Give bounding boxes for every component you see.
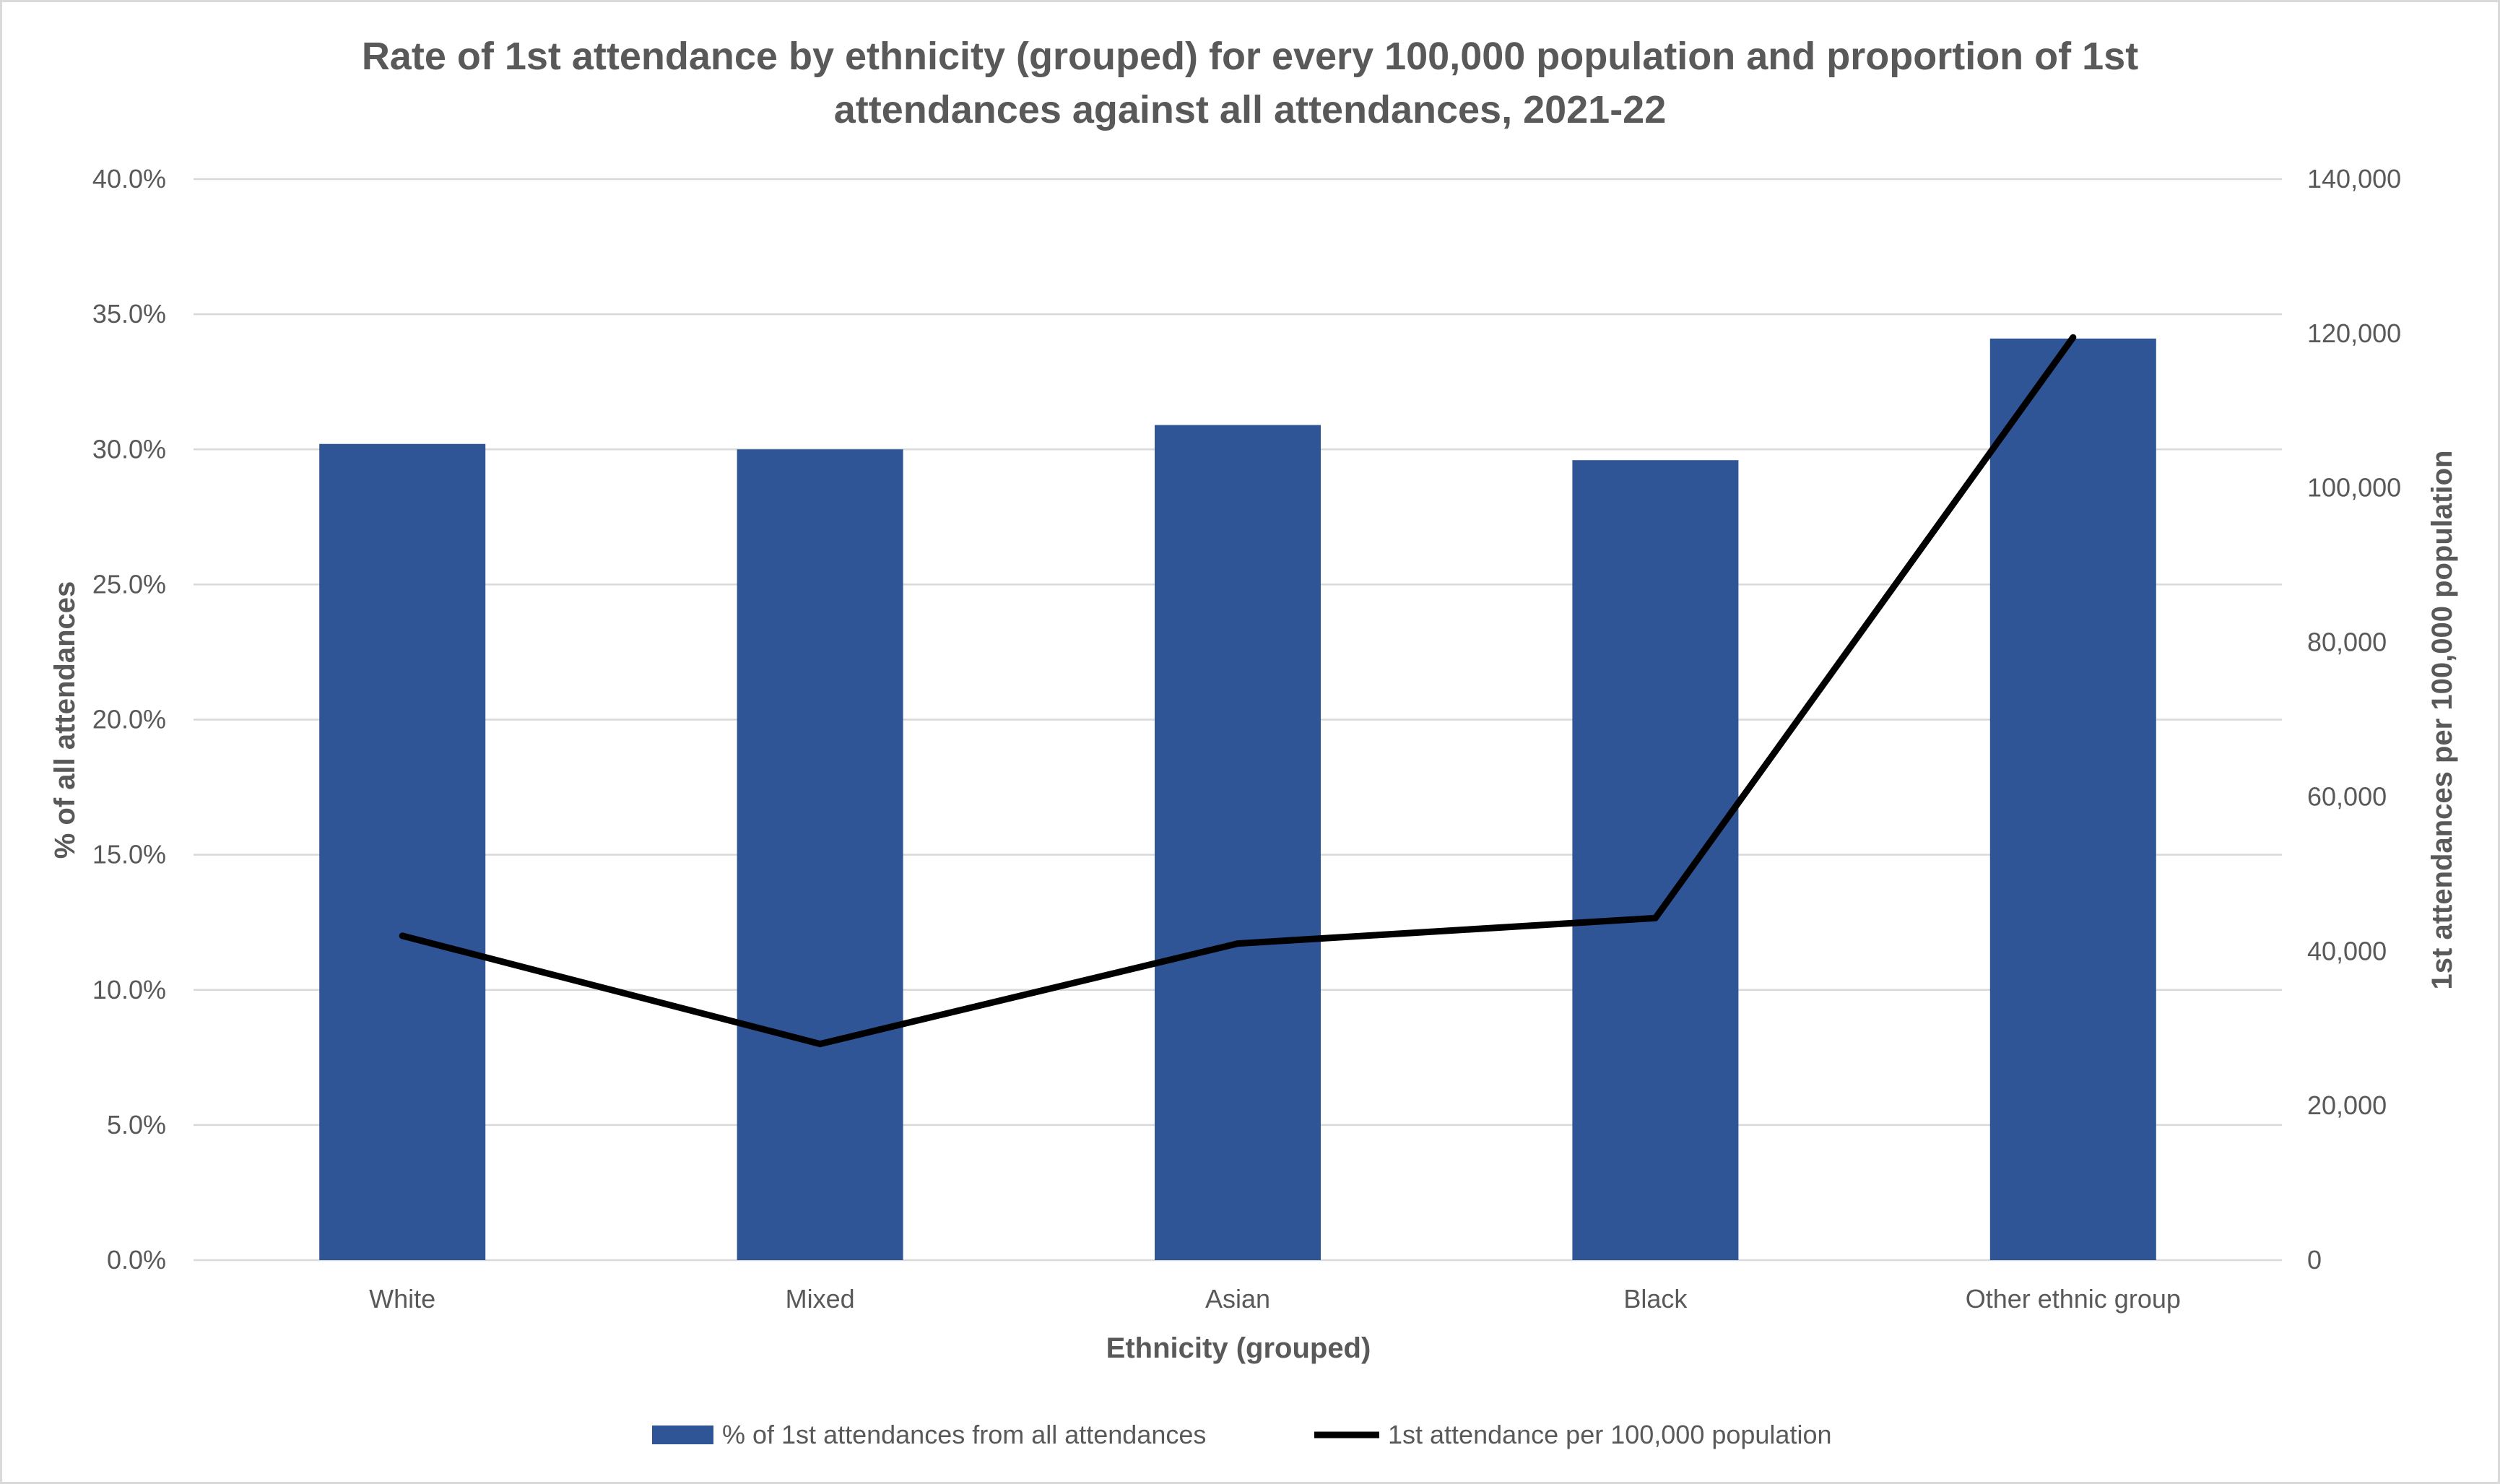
y-right-tick-label: 120,000: [2307, 318, 2401, 348]
y-left-tick-label: 10.0%: [92, 975, 166, 1004]
y-right-tick-label: 80,000: [2307, 628, 2387, 657]
legend-label-bars: % of 1st attendances from all attendance…: [722, 1420, 1206, 1449]
line-series-path: [399, 334, 2077, 1048]
y-left-tick-label: 15.0%: [92, 840, 166, 869]
y-left-tick-label: 0.0%: [107, 1245, 166, 1275]
x-axis-title: Ethnicity (grouped): [1106, 1332, 1371, 1364]
y-right-tick-label: 40,000: [2307, 936, 2387, 966]
y-left-tick-label: 30.0%: [92, 434, 166, 464]
x-tick-label: Black: [1623, 1284, 1688, 1314]
y-axis-right-title: 1st attendances per 100,000 population: [2426, 451, 2458, 990]
line-series: [399, 334, 2077, 1048]
y-right-tick-label: 140,000: [2307, 164, 2401, 194]
legend-label-line: 1st attendance per 100,000 population: [1388, 1420, 1832, 1449]
y-right-tick-label: 100,000: [2307, 473, 2401, 503]
x-tick-label: Other ethnic group: [1966, 1284, 2181, 1314]
legend-swatch-bars: [652, 1426, 713, 1444]
left-axis-ticks: 0.0% 5.0% 10.0% 15.0% 20.0% 25.0% 30.0% 35.0% 40…: [92, 164, 166, 1275]
chart-title-line-2: attendances against all attendances, 202…: [834, 88, 1667, 131]
y-left-tick-label: 5.0%: [107, 1110, 166, 1140]
y-left-tick-label: 40.0%: [92, 164, 166, 194]
right-axis-ticks: 0 20,000 40,000 60,000 80,000 100,000 120,000 1…: [2307, 164, 2401, 1275]
bar: [319, 443, 486, 1260]
y-axis-left-title: % of all attendances: [49, 581, 81, 859]
x-tick-label: Asian: [1205, 1284, 1270, 1314]
bar: [1155, 425, 1321, 1260]
legend: % of 1st attendances from all attendance…: [652, 1420, 1832, 1449]
y-right-tick-label: 0: [2307, 1245, 2322, 1275]
chart-title-line-1: Rate of 1st attendance by ethnicity (gro…: [362, 35, 2138, 78]
y-right-tick-label: 20,000: [2307, 1090, 2387, 1120]
y-left-tick-label: 25.0%: [92, 569, 166, 599]
y-left-tick-label: 35.0%: [92, 299, 166, 329]
bar: [737, 449, 903, 1260]
y-right-tick-label: 60,000: [2307, 781, 2387, 811]
bar: [1572, 460, 1739, 1260]
x-tick-label: White: [369, 1284, 435, 1314]
bar: [1989, 338, 2156, 1260]
x-axis-ticks: White Mixed Asian Black Other ethnic group: [369, 1284, 2181, 1314]
bars: [319, 338, 2156, 1260]
y-left-tick-label: 20.0%: [92, 705, 166, 734]
x-tick-label: Mixed: [786, 1284, 855, 1314]
